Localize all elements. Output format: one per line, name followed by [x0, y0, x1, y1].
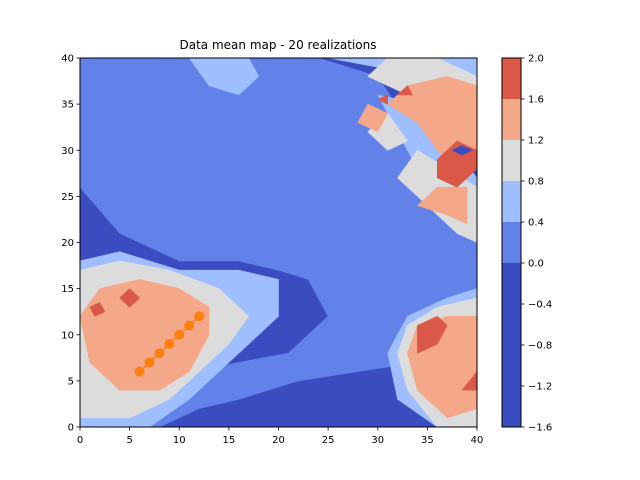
colorbar-band	[502, 140, 521, 181]
series-point	[154, 348, 165, 359]
x-tick-label: 5	[126, 435, 132, 446]
series-point	[144, 357, 155, 368]
colorbar-tick-label: −1.2	[528, 382, 552, 393]
y-tick-label: 25	[61, 192, 74, 203]
x-tick-label: 20	[272, 435, 285, 446]
colorbar	[502, 58, 521, 427]
contour-region	[80, 58, 477, 427]
chart-title: Data mean map - 20 realizations	[180, 38, 377, 52]
y-tick-label: 10	[61, 330, 74, 341]
colorbar-tick-label: 1.2	[528, 136, 544, 147]
colorbar-tick-label: −0.4	[528, 300, 552, 311]
colorbar-band	[502, 181, 521, 222]
colorbar-tick-label: −0.8	[528, 341, 552, 352]
series-layer	[134, 311, 205, 377]
contour-region	[188, 58, 259, 96]
x-tick-label: 30	[371, 435, 384, 446]
contour-region	[397, 85, 413, 96]
x-tick-label: 0	[77, 435, 83, 446]
x-tick-label: 15	[223, 435, 236, 446]
y-tick-label: 5	[68, 376, 74, 387]
series-point	[164, 338, 175, 349]
y-tick-label: 20	[61, 238, 74, 249]
x-tick-label: 40	[471, 435, 484, 446]
colorbar-tick-label: −1.6	[528, 423, 552, 434]
colorbar-band	[502, 58, 521, 99]
contour-region	[357, 103, 389, 133]
colorbar-frame	[501, 57, 522, 428]
contour-region	[80, 279, 210, 391]
series-point	[174, 329, 185, 340]
colorbar-tick-label: 1.6	[528, 95, 544, 106]
contour-region	[417, 315, 448, 354]
y-tick-label: 0	[68, 423, 74, 434]
y-tick-label: 35	[61, 100, 74, 111]
y-axis: 0 5 10 15 20 25 30 35 40	[61, 54, 80, 434]
contour-region	[461, 371, 477, 391]
series-point	[134, 366, 145, 377]
colorbar-band	[502, 99, 521, 140]
y-tick-label: 40	[61, 54, 74, 65]
colorbar-tick-label: 0.0	[528, 259, 544, 270]
colorbar-band	[502, 222, 521, 263]
y-tick-label: 15	[61, 284, 74, 295]
series-point	[194, 311, 205, 322]
colorbar-tick-label: 0.8	[528, 177, 544, 188]
x-tick-label: 10	[173, 435, 186, 446]
contour-region	[417, 186, 468, 225]
x-tick-label: 25	[322, 435, 335, 446]
contour-region	[119, 288, 140, 308]
colorbar-tick-label: 2.0	[528, 54, 544, 65]
x-tick-label: 35	[421, 435, 434, 446]
x-axis: 0 5 10 15 20 25 30 35 40	[77, 427, 484, 446]
contour-region	[451, 145, 473, 156]
colorbar-band	[502, 263, 521, 427]
contour-plot-area	[80, 58, 477, 427]
contour-region	[377, 94, 389, 105]
series-point	[184, 320, 195, 331]
contour-region	[89, 302, 106, 317]
y-tick-label: 30	[61, 146, 74, 157]
colorbar-tick-label: 0.4	[528, 218, 544, 229]
colorbar-axis: −1.6 −1.2 −0.8 −0.4 0.0 0.4 0.8 1.2 1.6 2.0	[521, 54, 552, 434]
